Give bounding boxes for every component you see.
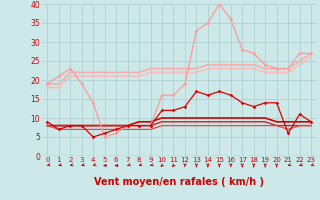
X-axis label: Vent moyen/en rafales ( km/h ): Vent moyen/en rafales ( km/h ) bbox=[94, 177, 264, 187]
